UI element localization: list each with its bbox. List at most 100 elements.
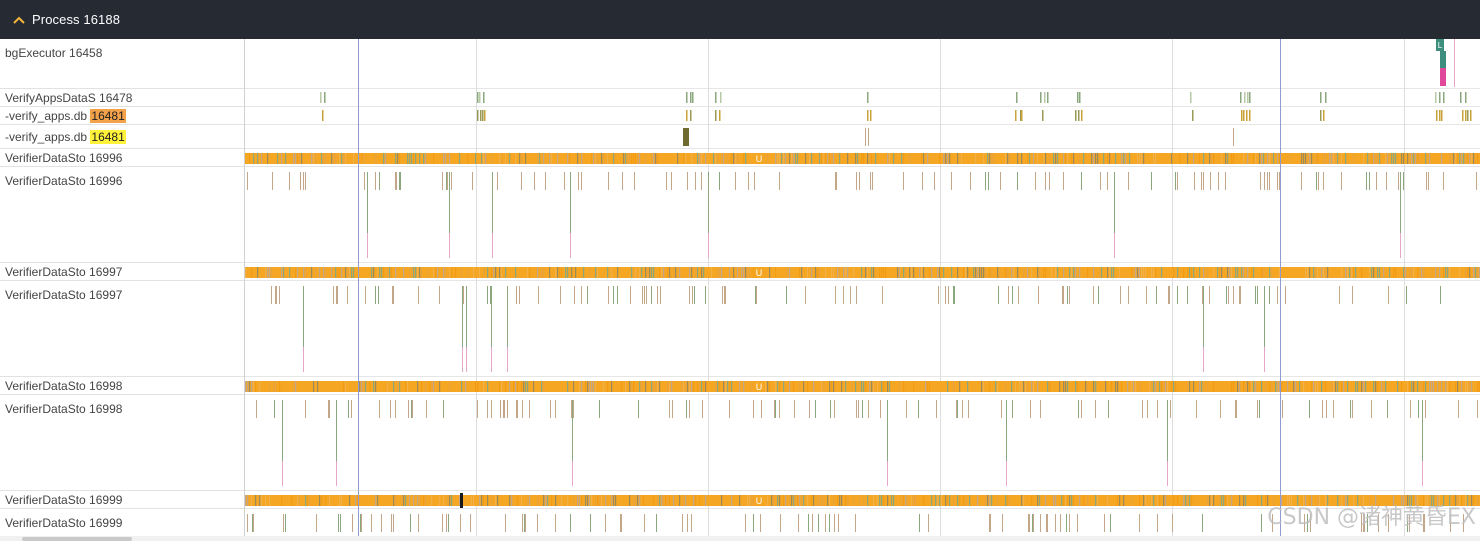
thread-slice[interactable] bbox=[870, 110, 872, 121]
scheduling-tick[interactable] bbox=[1341, 172, 1342, 190]
thread-slice[interactable] bbox=[1246, 110, 1248, 121]
scheduling-tick[interactable] bbox=[1269, 172, 1270, 190]
scheduling-tick[interactable] bbox=[798, 514, 799, 532]
scheduling-tick[interactable] bbox=[1225, 172, 1226, 190]
scheduling-tick[interactable] bbox=[340, 514, 341, 532]
scheduling-tick[interactable] bbox=[390, 400, 391, 418]
scheduling-tick[interactable] bbox=[1081, 172, 1082, 190]
scheduling-tick[interactable] bbox=[1049, 172, 1050, 190]
scheduling-tick[interactable] bbox=[644, 514, 645, 532]
scheduling-tick[interactable] bbox=[735, 172, 736, 190]
thread-state-bar[interactable] bbox=[245, 381, 1480, 392]
scheduling-tick[interactable] bbox=[522, 514, 523, 532]
thread-slice[interactable] bbox=[1016, 92, 1018, 103]
scheduling-tick[interactable] bbox=[780, 514, 781, 532]
scheduling-tick[interactable] bbox=[538, 286, 539, 304]
scheduling-tick[interactable] bbox=[843, 286, 844, 304]
scheduling-tick[interactable] bbox=[399, 172, 400, 190]
scheduling-tick[interactable] bbox=[1098, 286, 1099, 304]
scheduling-tick[interactable] bbox=[336, 286, 337, 304]
scheduling-tick[interactable] bbox=[644, 286, 645, 304]
timeline-canvas[interactable]: L U U U U bbox=[245, 39, 1480, 541]
scheduling-tick[interactable] bbox=[1363, 514, 1364, 532]
scheduling-tick[interactable] bbox=[834, 400, 835, 418]
thread-slice[interactable] bbox=[324, 92, 326, 103]
scheduling-tick[interactable] bbox=[1040, 514, 1041, 532]
scheduling-tick[interactable] bbox=[550, 400, 551, 418]
thread-slice[interactable] bbox=[1243, 110, 1245, 121]
scheduling-tick[interactable] bbox=[490, 286, 491, 304]
scheduling-tick[interactable] bbox=[1269, 286, 1270, 304]
scheduling-tick[interactable] bbox=[395, 400, 396, 418]
scheduling-tick[interactable] bbox=[573, 400, 574, 418]
scheduling-tick[interactable] bbox=[1398, 172, 1399, 190]
scheduling-tick[interactable] bbox=[1261, 514, 1262, 532]
scheduling-tick[interactable] bbox=[1424, 514, 1425, 532]
thread-slice[interactable] bbox=[1460, 92, 1462, 103]
scheduling-tick[interactable] bbox=[393, 286, 394, 304]
scheduling-tick[interactable] bbox=[617, 286, 618, 304]
scheduling-tick[interactable] bbox=[809, 400, 810, 418]
scheduling-tick[interactable] bbox=[451, 172, 452, 190]
thread-slice[interactable] bbox=[1249, 92, 1251, 103]
thread-slice[interactable] bbox=[867, 92, 869, 103]
scheduling-tick[interactable] bbox=[1378, 514, 1379, 532]
scheduling-tick[interactable] bbox=[1267, 172, 1268, 190]
scheduling-tick[interactable] bbox=[634, 172, 635, 190]
scheduling-tick[interactable] bbox=[1240, 286, 1241, 304]
thread-slice[interactable] bbox=[1249, 110, 1251, 121]
scheduling-tick[interactable] bbox=[1093, 286, 1094, 304]
scheduling-tick[interactable] bbox=[1157, 514, 1158, 532]
scheduling-tick[interactable] bbox=[850, 286, 851, 304]
scheduling-tick[interactable] bbox=[1040, 400, 1041, 418]
scheduling-tick[interactable] bbox=[689, 286, 690, 304]
scheduling-tick[interactable] bbox=[638, 400, 639, 418]
thread-slice[interactable] bbox=[322, 110, 324, 121]
scheduling-tick[interactable] bbox=[1120, 286, 1121, 304]
scheduling-tick[interactable] bbox=[1233, 286, 1234, 304]
scheduling-tick[interactable] bbox=[1175, 172, 1176, 190]
scheduling-tick[interactable] bbox=[968, 400, 969, 418]
scheduling-tick[interactable] bbox=[660, 286, 661, 304]
scheduling-tick[interactable] bbox=[779, 400, 780, 418]
scheduling-tick[interactable] bbox=[957, 400, 958, 418]
scheduling-tick[interactable] bbox=[1443, 172, 1444, 190]
scheduling-tick[interactable] bbox=[1081, 400, 1082, 418]
scheduling-tick[interactable] bbox=[1326, 400, 1327, 418]
scheduling-tick[interactable] bbox=[1170, 400, 1171, 418]
track-label[interactable]: VerifierDataSto 16996 bbox=[0, 149, 244, 167]
thread-slice[interactable] bbox=[1081, 110, 1083, 121]
scheduling-tick[interactable] bbox=[856, 400, 857, 418]
thread-slice[interactable] bbox=[479, 92, 481, 103]
thread-slice[interactable] bbox=[1079, 92, 1081, 103]
scheduling-tick[interactable] bbox=[657, 286, 658, 304]
scheduling-tick[interactable] bbox=[1002, 514, 1003, 532]
scheduling-tick[interactable] bbox=[1257, 286, 1258, 304]
scheduling-tick[interactable] bbox=[701, 172, 702, 190]
scheduling-tick[interactable] bbox=[410, 514, 411, 532]
thread-slice[interactable] bbox=[692, 92, 694, 103]
scheduling-tick[interactable] bbox=[692, 286, 693, 304]
scheduling-tick[interactable] bbox=[507, 400, 508, 418]
scheduling-tick[interactable] bbox=[834, 514, 835, 532]
scheduling-tick[interactable] bbox=[805, 286, 806, 304]
scheduling-tick[interactable] bbox=[276, 286, 277, 304]
scheduling-tick[interactable] bbox=[666, 172, 667, 190]
scheduling-tick[interactable] bbox=[868, 400, 869, 418]
scheduling-tick[interactable] bbox=[442, 172, 443, 190]
scheduling-tick[interactable] bbox=[1055, 514, 1056, 532]
scheduling-tick[interactable] bbox=[671, 172, 672, 190]
thread-slice[interactable] bbox=[690, 110, 692, 121]
scheduling-tick[interactable] bbox=[1350, 400, 1351, 418]
thread-state-bar[interactable] bbox=[245, 267, 1480, 278]
scheduling-tick[interactable] bbox=[446, 514, 447, 532]
scheduling-tick[interactable] bbox=[472, 172, 473, 190]
scheduling-tick[interactable] bbox=[729, 400, 730, 418]
scheduling-tick[interactable] bbox=[1339, 286, 1340, 304]
scheduling-tick[interactable] bbox=[412, 400, 413, 418]
scheduling-tick[interactable] bbox=[1177, 286, 1178, 304]
scheduling-tick[interactable] bbox=[560, 286, 561, 304]
track-label[interactable]: VerifierDataSto 16996 bbox=[0, 167, 244, 263]
scheduling-tick[interactable] bbox=[448, 514, 449, 532]
scheduling-tick[interactable] bbox=[753, 514, 754, 532]
